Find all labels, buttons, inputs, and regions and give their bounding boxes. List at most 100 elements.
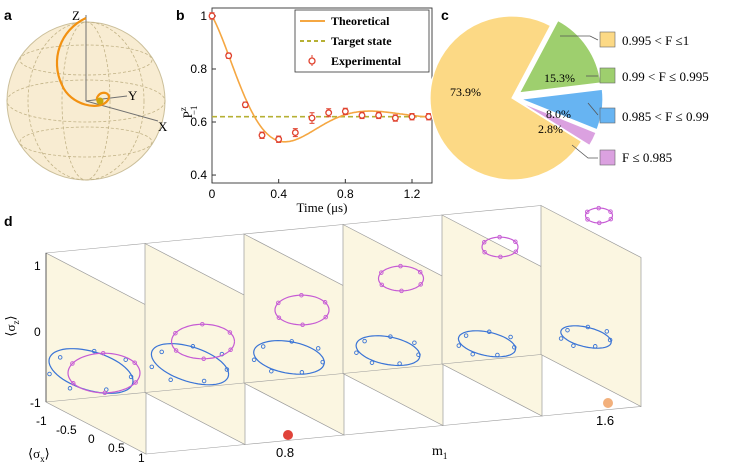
slice-back-top	[342, 214, 443, 225]
purple-point	[299, 292, 304, 298]
legend-item-1: 0.99 < F ≤ 0.995	[622, 69, 709, 84]
x-tick-label: 1.2	[404, 187, 421, 201]
axis-y-label: Y	[128, 88, 138, 103]
exp-point	[208, 12, 216, 20]
chart-b-legend: Theoretical Target state Experimental	[294, 9, 430, 73]
m-tick-0: 0.8	[276, 445, 294, 460]
blue-point	[592, 344, 598, 349]
ylabel-sub: −1	[189, 106, 199, 116]
blue-point	[224, 367, 230, 372]
m-axis-label: m1	[432, 444, 447, 461]
y-tick-label: 0.6	[190, 115, 207, 129]
blue-point	[190, 344, 196, 349]
purple-point	[173, 348, 179, 353]
exp-point	[325, 109, 333, 117]
blue-point	[320, 359, 325, 365]
z-tick-1: 1	[34, 259, 41, 273]
purple-trajectory-2	[274, 294, 330, 326]
z-label-close: ⟩	[3, 315, 18, 320]
legend-target-state: Target state	[331, 34, 392, 48]
blue-point	[604, 329, 610, 334]
legend-swatch-3	[599, 149, 616, 166]
purple-point	[379, 282, 385, 288]
purple-point	[399, 288, 404, 294]
blue-point	[456, 343, 462, 348]
chart-b-xlabel: Time (μs)	[297, 200, 348, 215]
blue-point	[260, 344, 266, 349]
panel-a-label: a	[4, 7, 12, 23]
blue-point	[201, 378, 207, 384]
blue-point	[412, 340, 417, 345]
legend-item-3: F ≤ 0.985	[622, 150, 672, 165]
chart-c-pie	[429, 15, 604, 181]
panel-c: c 73.9% 15.3% 8.0% 2.8% 0.995 < F ≤1 0.9…	[429, 7, 709, 181]
x-tick-label: 0	[209, 187, 216, 201]
blue-point	[558, 336, 564, 341]
blue-point	[369, 360, 375, 365]
legend-theoretical: Theoretical	[331, 14, 390, 28]
blue-point	[149, 364, 155, 370]
blue-point	[251, 357, 257, 363]
slice-plane-1	[144, 242, 246, 446]
axis-x-label: X	[158, 119, 168, 134]
purple-point	[300, 322, 305, 328]
slice-back-bottom	[243, 373, 344, 384]
m-tick-1: 1.6	[596, 413, 614, 428]
x-axis-label: ⟨σx⟩	[28, 446, 50, 464]
slice-back-top	[45, 243, 146, 254]
blue-point	[397, 361, 402, 366]
slice-plane-4	[441, 214, 543, 417]
x-tick-2: 0	[88, 432, 95, 446]
blue-point	[388, 334, 393, 339]
exp-point	[275, 135, 283, 143]
x-tick-0: -1	[36, 414, 47, 428]
panel-b: b 0 0.4 0.8 1.20.40.60.81 Time (μs) Pz−1 Th…	[176, 7, 433, 215]
blue-point	[159, 349, 164, 355]
blue-point	[585, 324, 591, 330]
exp-point	[391, 114, 399, 122]
blue-point	[607, 337, 613, 343]
z-label-main: ⟨σ	[3, 324, 18, 336]
pie-label-0: 73.9%	[450, 85, 481, 99]
purple-point	[417, 269, 423, 275]
pie-label-2: 8.0%	[546, 107, 571, 121]
legend-item-2: 0.985 < F ≤ 0.99	[622, 109, 709, 124]
purple-point	[418, 282, 423, 287]
pie-label-1: 15.3%	[544, 71, 575, 85]
blue-point	[354, 350, 359, 355]
slice-bottom-edge	[541, 406, 642, 417]
legend-swatch-0	[599, 31, 616, 48]
purple-point	[608, 209, 613, 214]
blue-point	[463, 333, 469, 338]
blue-trajectory-0	[48, 348, 134, 394]
purple-trajectory-5	[584, 207, 614, 224]
blue-trajectory-1	[150, 342, 230, 386]
leader-2	[587, 102, 599, 116]
blue-point	[123, 357, 128, 362]
slice-bottom-edge	[244, 434, 345, 445]
marker-m08	[283, 430, 293, 440]
panel-d-label: d	[4, 213, 13, 229]
purple-point	[132, 360, 137, 365]
blue-point	[168, 377, 173, 383]
panel-c-label: c	[441, 7, 449, 23]
blue-point	[508, 334, 513, 340]
slice-back-bottom	[441, 354, 542, 365]
slice-back-bottom	[144, 382, 245, 393]
y-tick-label: 0.4	[190, 168, 207, 182]
x-tick-label: 0.8	[337, 187, 354, 201]
slice-back-top	[441, 205, 542, 216]
panel-b-label: b	[176, 7, 185, 23]
blue-point	[67, 386, 73, 391]
blue-point	[495, 352, 500, 358]
blue-point	[315, 346, 321, 351]
ylabel-sup: z	[178, 107, 188, 111]
purple-point	[173, 330, 178, 336]
purple-trajectory-4	[481, 236, 519, 258]
y-tick-label: 0.8	[190, 62, 207, 76]
leader-3	[571, 144, 598, 159]
purple-point	[200, 321, 205, 327]
purple-point	[498, 254, 503, 260]
pie-slice-0	[429, 15, 583, 181]
